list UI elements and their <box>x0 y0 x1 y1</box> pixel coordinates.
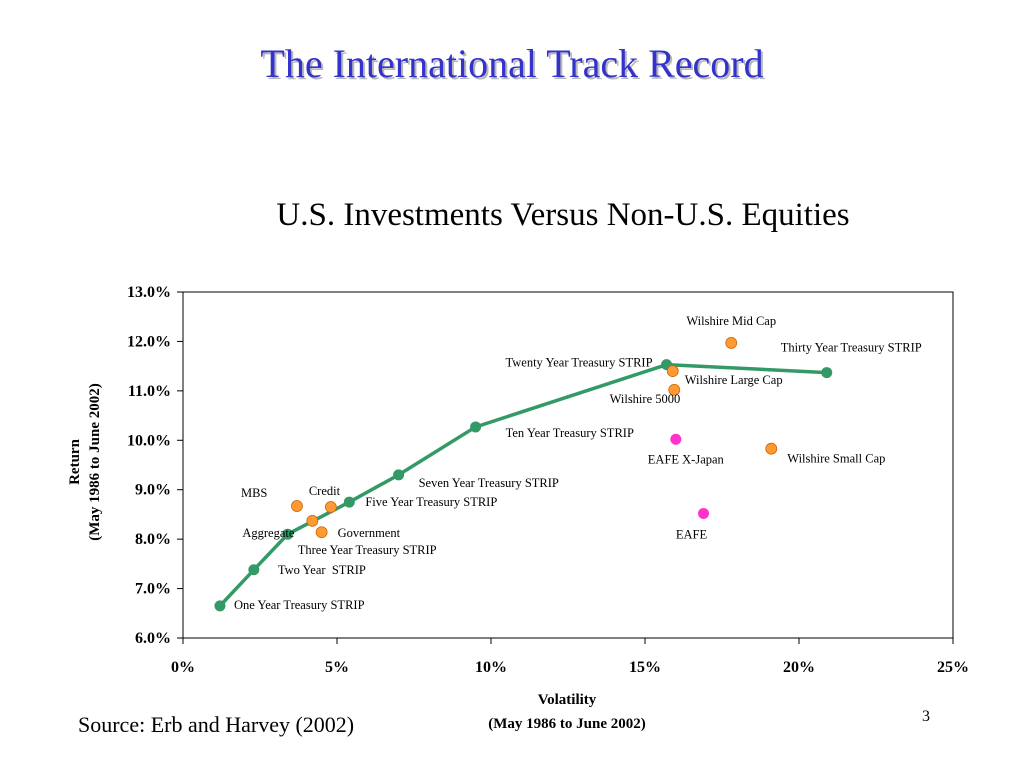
label-government: Government <box>338 526 401 540</box>
x-axis-label-line2: (May 1986 to June 2002) <box>488 716 646 732</box>
y-tick-label: 10.0% <box>127 432 171 449</box>
label-five-year-treasury-strip: Five Year Treasury STRIP <box>365 495 497 509</box>
x-axis: 0% 5% 10% 15% 20% 25% <box>171 638 969 676</box>
point-one-year-treasury-strip <box>214 600 226 612</box>
point-three-year-treasury-strip <box>282 528 294 540</box>
point-aggregate <box>306 514 319 527</box>
point-thirty-year-treasury-strip <box>821 367 833 379</box>
point-ten-year-treasury-strip <box>470 421 482 433</box>
chart-title: U.S. Investments Versus Non-U.S. Equitie… <box>276 197 850 233</box>
y-axis: 6.0% 7.0% 8.0% 9.0% 10.0% 11.0% 12.0% 13.0% <box>127 284 183 647</box>
label-seven-year-treasury-strip: Seven Year Treasury STRIP <box>419 476 559 490</box>
x-tick-label: 0% <box>171 659 195 676</box>
label-one-year-treasury-strip: One Year Treasury STRIP <box>234 598 365 612</box>
point-credit <box>324 501 337 513</box>
source-note: Source: Erb and Harvey (2002) <box>78 712 355 737</box>
point-wilshire-mid-cap <box>725 337 738 349</box>
label-mbs: MBS <box>241 486 267 500</box>
label-ten-year-treasury-strip: Ten Year Treasury STRIP <box>506 426 634 440</box>
point-government <box>315 526 328 539</box>
label-wilshire-5000: Wilshire 5000 <box>610 392 681 406</box>
plot-area <box>182 291 954 639</box>
label-wilshire-large-cap: Wilshire Large Cap <box>685 373 783 387</box>
y-axis-label-line1: Return <box>67 438 83 484</box>
x-tick-label: 20% <box>783 659 815 676</box>
label-aggregate: Aggregate <box>242 526 295 540</box>
x-axis-label-line1: Volatility <box>538 692 597 708</box>
slide-title: The International Track Record <box>260 41 764 86</box>
x-tick-label: 10% <box>475 659 507 676</box>
point-two-year-strip <box>248 564 260 576</box>
x-tick-label: 15% <box>629 659 661 676</box>
y-tick-label: 6.0% <box>135 630 171 647</box>
label-wilshire-small-cap: Wilshire Small Cap <box>787 452 885 466</box>
y-tick-label: 12.0% <box>127 333 171 350</box>
data-points <box>214 337 833 612</box>
label-credit: Credit <box>309 484 341 498</box>
point-eafe-x-japan <box>670 433 682 445</box>
point-wilshire-5000 <box>668 383 681 396</box>
y-axis-label-line2: (May 1986 to June 2002) <box>87 383 103 541</box>
label-eafe: EAFE <box>676 527 708 541</box>
label-thirty-year-treasury-strip: Thirty Year Treasury STRIP <box>781 341 922 355</box>
x-tick-label: 25% <box>937 659 969 676</box>
label-twenty-year-treasury-strip: Twenty Year Treasury STRIP <box>505 356 652 370</box>
label-two-year-strip: Two Year STRIP <box>278 563 366 577</box>
point-eafe <box>698 507 710 519</box>
point-wilshire-large-cap <box>666 365 679 377</box>
x-tick-label: 5% <box>325 659 349 676</box>
point-five-year-treasury-strip <box>343 496 355 508</box>
y-tick-label: 13.0% <box>127 284 171 301</box>
point-seven-year-treasury-strip <box>393 469 405 481</box>
point-mbs <box>291 500 303 512</box>
label-three-year-treasury-strip: Three Year Treasury STRIP <box>298 543 437 557</box>
y-tick-label: 7.0% <box>135 581 171 598</box>
y-tick-label: 11.0% <box>128 383 171 400</box>
page-number: 3 <box>922 708 930 725</box>
point-wilshire-small-cap <box>765 442 778 455</box>
label-eafe-x-japan: EAFE X-Japan <box>648 452 725 466</box>
y-tick-label: 9.0% <box>135 482 171 499</box>
label-wilshire-mid-cap: Wilshire Mid Cap <box>686 314 776 328</box>
frontier-line <box>218 362 827 608</box>
point-labels: One Year Treasury STRIP Two Year STRIP Thr… <box>234 314 922 612</box>
y-tick-label: 8.0% <box>135 531 171 548</box>
